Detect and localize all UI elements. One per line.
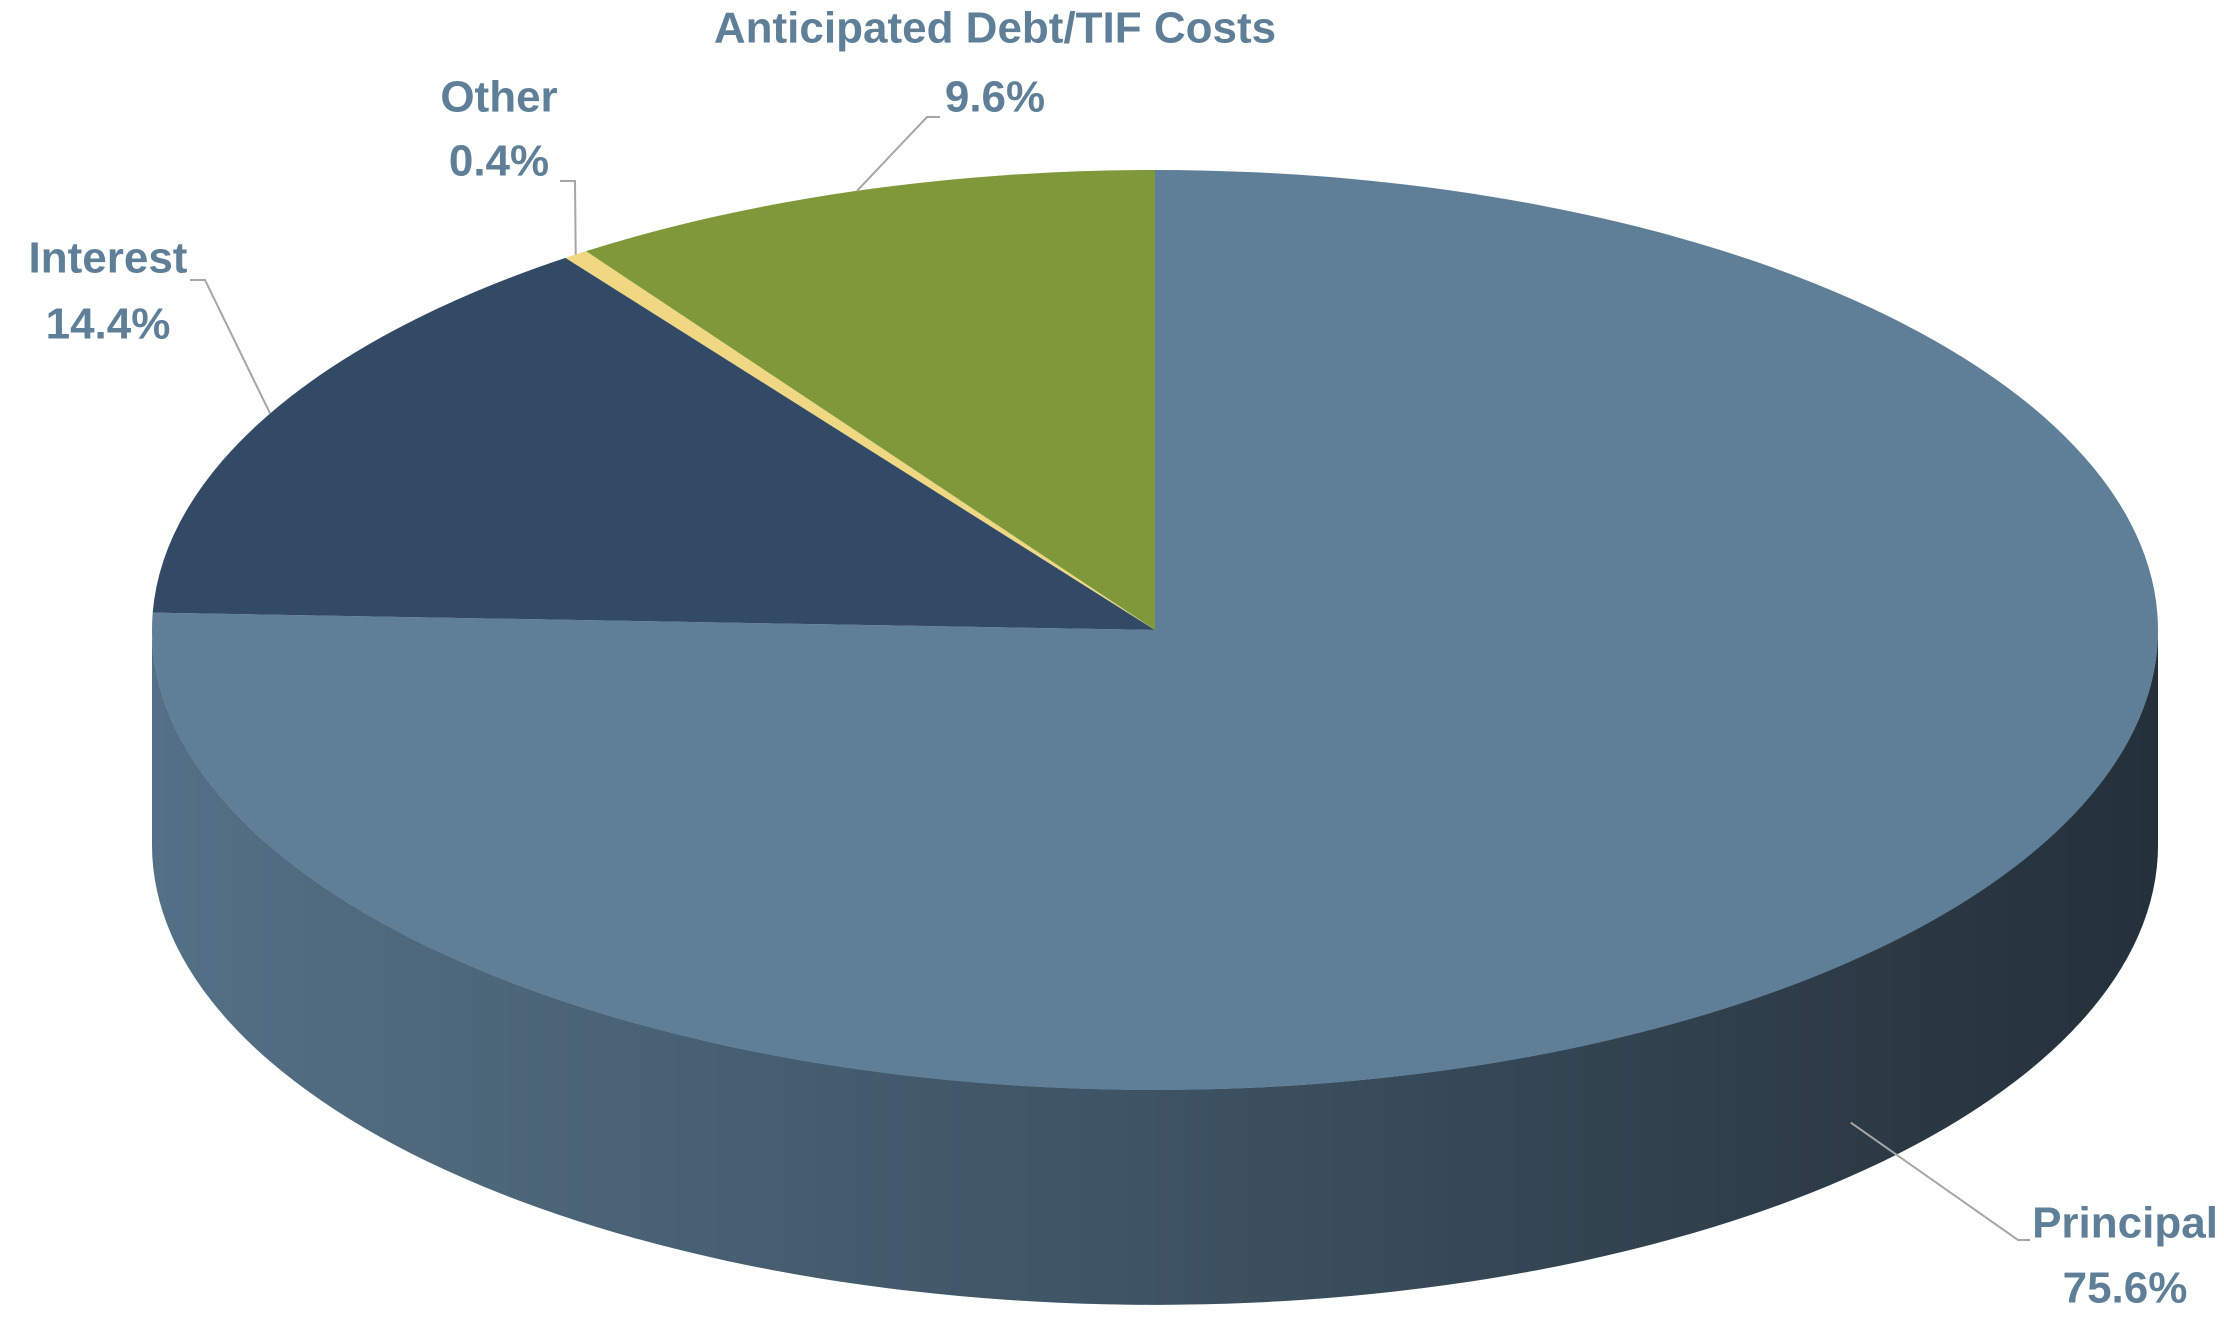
slice	[151, 170, 2158, 1090]
slice-side-shade	[152, 630, 2158, 1305]
leader-line	[560, 180, 577, 255]
slice	[565, 251, 1155, 631]
category-label: Principal	[2032, 1199, 2218, 1248]
slice	[152, 257, 1156, 630]
category-label: Anticipated Debt/TIF Costs	[714, 4, 1276, 53]
value-label: 14.4%	[46, 300, 171, 349]
slice	[586, 170, 1155, 630]
category-label: Other	[440, 73, 557, 122]
value-label: 0.4%	[449, 137, 549, 186]
leader-line	[856, 116, 940, 192]
value-label: 75.6%	[2063, 1264, 2188, 1313]
leader-line	[1850, 1121, 2030, 1241]
category-label: Interest	[29, 234, 188, 283]
value-label: 9.6%	[945, 73, 1045, 122]
leader-line	[190, 279, 271, 414]
